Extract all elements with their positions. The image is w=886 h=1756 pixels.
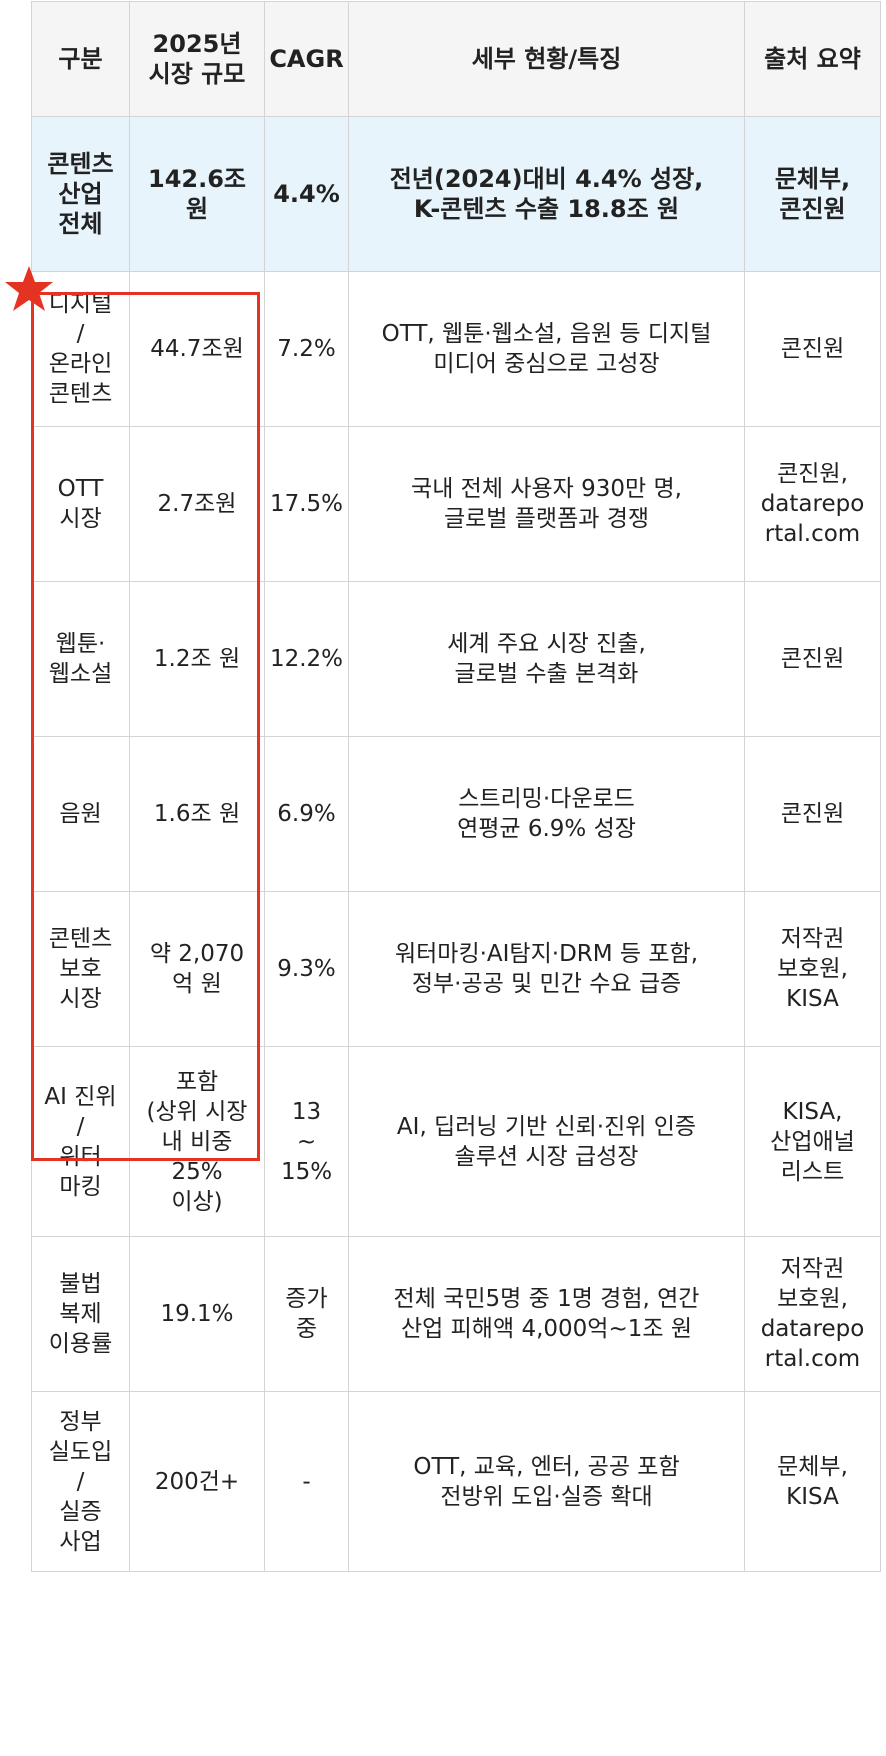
source-cell: 콘진원, datarepo rtal.com [744,426,881,582]
size-cell: 142.6조 원 [129,116,265,272]
source-cell: 콘진원 [744,736,881,892]
category-cell: 디지털 / 온라인 콘텐츠 [31,271,130,427]
size-cell: 1.6조 원 [129,736,265,892]
star-icon [5,266,53,311]
source-cell: 저작권 보호원, KISA [744,891,881,1047]
category-cell: 불법 복제 이용률 [31,1236,130,1392]
table-row: OTT 시장 2.7조원 17.5% 국내 전체 사용자 930만 명, 글로벌 플랫폼과… [31,426,881,582]
size-cell: 44.7조원 [129,271,265,427]
column-header: 구분 [31,1,130,117]
category-cell: OTT 시장 [31,426,130,582]
size-cell: 2.7조원 [129,426,265,582]
table-row: 정부 실도입 / 실증 사업 200건+ - OTT, 교육, 엔터, 공공 포함 전방위 도입… [31,1391,881,1572]
cagr-cell: 17.5% [264,426,349,582]
source-cell: 문체부, KISA [744,1391,881,1572]
table-row: 디지털 / 온라인 콘텐츠 44.7조원 7.2% OTT, 웹툰·웹소설, 음원 등 디지… [31,271,881,427]
category-cell: 콘텐츠 산업 전체 [31,116,130,272]
category-cell: AI 진위 / 워터 마킹 [31,1046,130,1237]
table-body: 콘텐츠 산업 전체 142.6조 원 4.4% 전년(2024)대비 4.4% 성장, K-콘… [31,116,881,1572]
cagr-cell: 13 ~15% [264,1046,349,1237]
column-header: 2025년 시장 규모 [129,1,265,117]
detail-cell: 전체 국민5명 중 1명 경험, 연간 산업 피해액 4,000억~1조 원 [348,1236,745,1392]
cagr-cell: 4.4% [264,116,349,272]
market-table: 구분 2025년 시장 규모 CAGR 세부 현황/특징 출처 요약 콘텐츠 산업 전체 142… [31,1,881,1572]
detail-cell: OTT, 웹툰·웹소설, 음원 등 디지털 미디어 중심으로 고성장 [348,271,745,427]
column-header: 세부 현황/특징 [348,1,745,117]
source-cell: 콘진원 [744,581,881,737]
header-row: 구분 2025년 시장 규모 CAGR 세부 현황/특징 출처 요약 [31,1,881,117]
cagr-cell: 6.9% [264,736,349,892]
source-cell: 콘진원 [744,271,881,427]
detail-cell: 스트리밍·다운로드 연평균 6.9% 성장 [348,736,745,892]
size-cell: 200건+ [129,1391,265,1572]
cagr-cell: 증가 중 [264,1236,349,1392]
table-row: 불법 복제 이용률 19.1% 증가 중 전체 국민5명 중 1명 경험, 연간 산업 피해액… [31,1236,881,1392]
table-row: 콘텐츠 보호 시장 약 2,070 억 원 9.3% 워터마킹·AI탐지·DRM 등 포함,… [31,891,881,1047]
size-cell: 포함 (상위 시장 내 비중 25% 이상) [129,1046,265,1237]
detail-cell: 워터마킹·AI탐지·DRM 등 포함, 정부·공공 및 민간 수요 급증 [348,891,745,1047]
category-cell: 음원 [31,736,130,892]
table-row: 콘텐츠 산업 전체 142.6조 원 4.4% 전년(2024)대비 4.4% 성장, K-콘… [31,116,881,272]
cagr-cell: 9.3% [264,891,349,1047]
detail-cell: 전년(2024)대비 4.4% 성장, K-콘텐츠 수출 18.8조 원 [348,116,745,272]
cagr-cell: - [264,1391,349,1572]
detail-cell: AI, 딥러닝 기반 신뢰·진위 인증 솔루션 시장 급성장 [348,1046,745,1237]
size-cell: 19.1% [129,1236,265,1392]
column-header: CAGR [264,1,349,117]
category-cell: 정부 실도입 / 실증 사업 [31,1391,130,1572]
table-row: 음원 1.6조 원 6.9% 스트리밍·다운로드 연평균 6.9% 성장 콘진원 [31,736,881,892]
category-cell: 콘텐츠 보호 시장 [31,891,130,1047]
detail-cell: 국내 전체 사용자 930만 명, 글로벌 플랫폼과 경쟁 [348,426,745,582]
source-cell: KISA, 산업애널 리스트 [744,1046,881,1237]
detail-cell: 세계 주요 시장 진출, 글로벌 수출 본격화 [348,581,745,737]
detail-cell: OTT, 교육, 엔터, 공공 포함 전방위 도입·실증 확대 [348,1391,745,1572]
category-cell: 웹툰· 웹소설 [31,581,130,737]
table-row: AI 진위 / 워터 마킹 포함 (상위 시장 내 비중 25% 이상) 13 ~15% AI, 딥러… [31,1046,881,1237]
source-cell: 문체부, 콘진원 [744,116,881,272]
cagr-cell: 12.2% [264,581,349,737]
size-cell: 1.2조 원 [129,581,265,737]
table-row: 웹툰· 웹소설 1.2조 원 12.2% 세계 주요 시장 진출, 글로벌 수출 본격화 콘… [31,581,881,737]
size-cell: 약 2,070 억 원 [129,891,265,1047]
source-cell: 저작권 보호원, datarepo rtal.com [744,1236,881,1392]
column-header: 출처 요약 [744,1,881,117]
cagr-cell: 7.2% [264,271,349,427]
